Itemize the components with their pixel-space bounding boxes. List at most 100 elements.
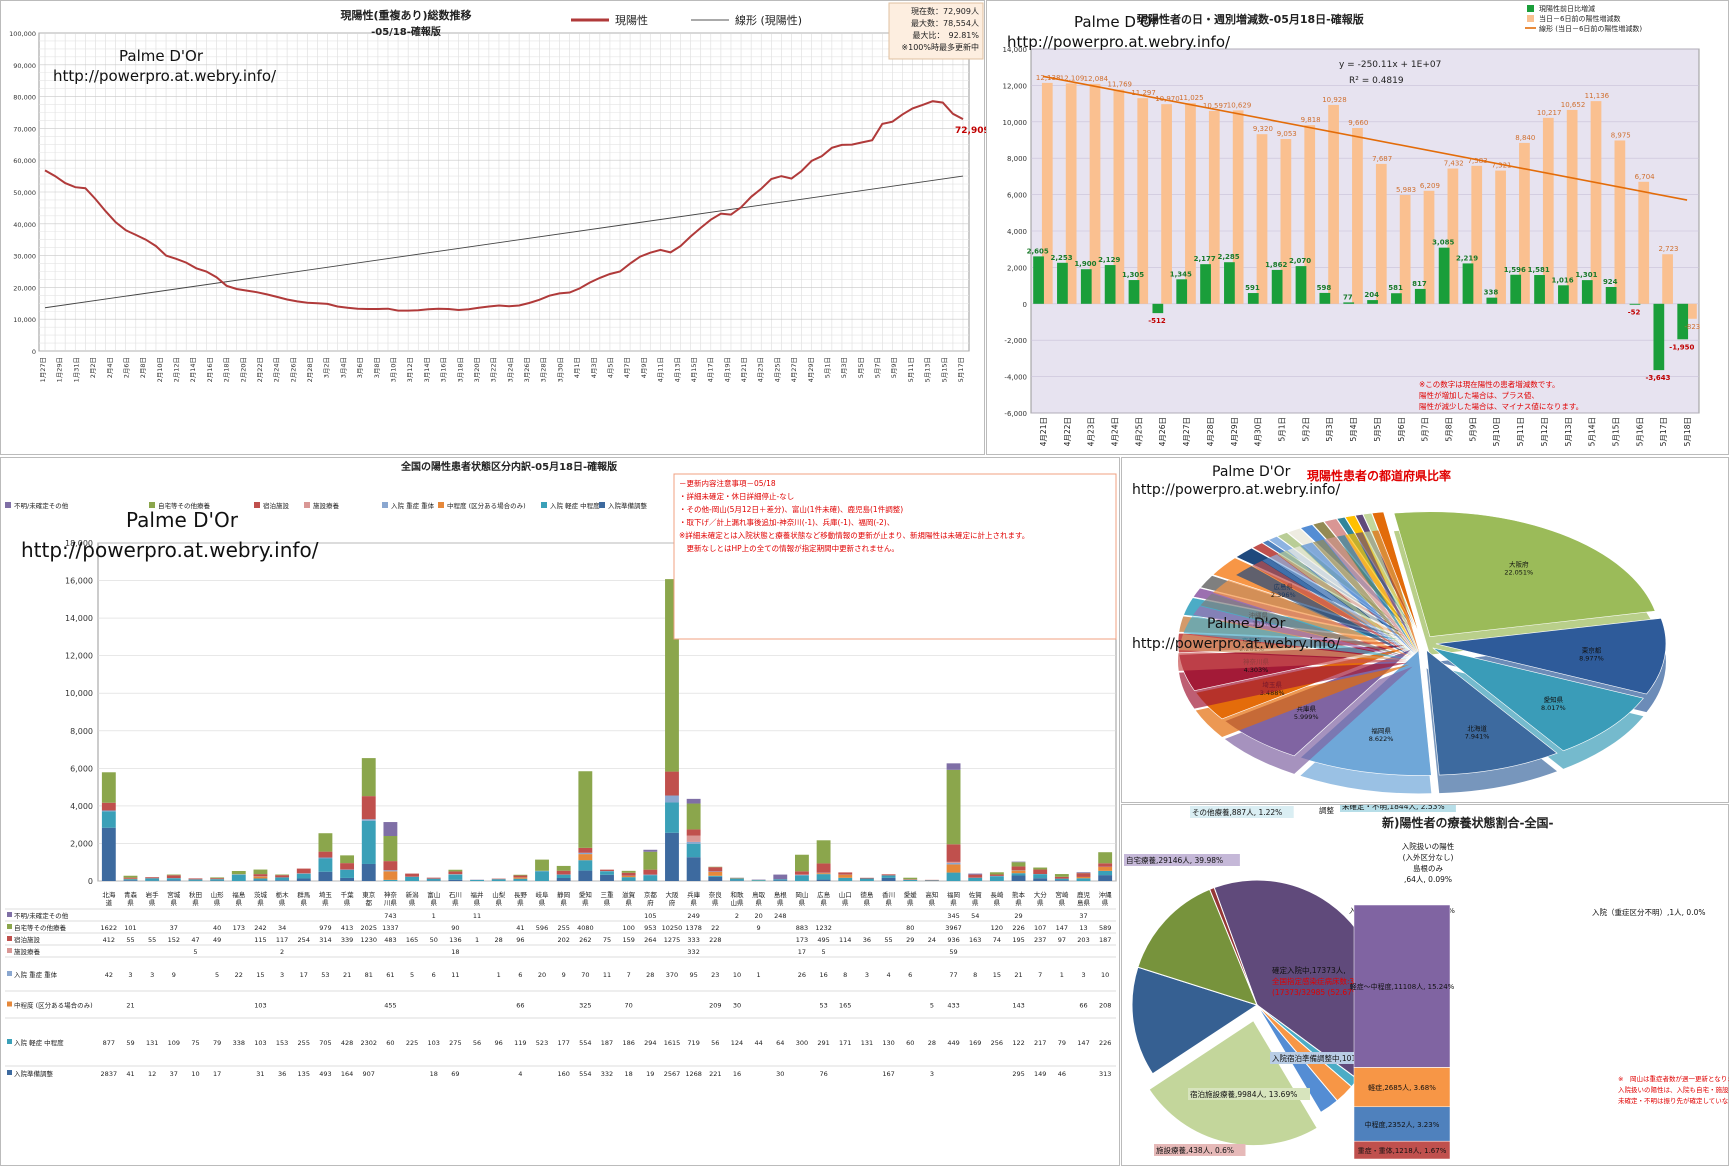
table-cell: 3: [1081, 971, 1085, 979]
stack-segment: [124, 879, 138, 880]
stack-segment: [405, 877, 419, 881]
data-label-daily: 77: [1343, 293, 1353, 301]
category-label: 県: [279, 899, 286, 907]
stack-segment: [318, 852, 332, 858]
table-cell: 119: [514, 1039, 526, 1047]
stack-segment: [427, 879, 441, 881]
table-cell: 167: [882, 1070, 894, 1078]
category-label: 群馬: [297, 890, 311, 899]
table-cell: 9: [172, 971, 176, 979]
table-cell: 1615: [664, 1039, 681, 1047]
table-cell: 28: [646, 971, 654, 979]
table-cell: 255: [298, 1039, 310, 1047]
table-cell: 42: [105, 971, 113, 979]
category-label: 県: [171, 899, 178, 907]
bar-daily-change: [1272, 270, 1283, 304]
bar-daily-change: [1176, 279, 1187, 303]
category-label: 県: [885, 899, 892, 907]
stack-segment: [145, 877, 159, 878]
stack-segment: [773, 880, 787, 881]
table-cell: 149: [1034, 1070, 1046, 1078]
x-tick-label: 4月11日: [657, 357, 665, 382]
table-cell: 6: [518, 971, 522, 979]
category-label: 福井: [471, 890, 485, 899]
stack-segment: [622, 873, 636, 876]
data-label-daily: 1,345: [1170, 270, 1192, 278]
table-cell: 208: [1099, 1002, 1111, 1010]
y-tick-label: 10,000: [1003, 119, 1028, 127]
row-label: 入院 重症 重体: [14, 970, 58, 979]
table-cell: 90: [451, 924, 459, 932]
category-label: 兵庫: [687, 890, 701, 899]
x-tick-label: 3月30日: [556, 357, 564, 382]
stack-segment: [189, 878, 203, 879]
breakdown-label: 中程度,2352人, 3.23%: [1365, 1120, 1440, 1129]
stack-segment: [622, 871, 636, 873]
category-label: 県: [972, 899, 979, 907]
table-cell: 16: [819, 971, 827, 979]
category-label: 県: [1059, 899, 1066, 907]
table-cell: 5: [410, 971, 414, 979]
table-cell: 107: [1034, 924, 1046, 932]
table-cell: 55: [126, 936, 134, 944]
category-label: 県: [929, 899, 936, 907]
category-label: 県: [604, 899, 611, 907]
data-label-daily: 3,085: [1432, 239, 1454, 247]
legend-label: 入院準備調整: [608, 501, 648, 510]
category-label: 鹿児: [1077, 890, 1091, 899]
table-cell: 120: [991, 924, 1003, 932]
table-cell: 979: [319, 924, 331, 932]
category-label: 県: [820, 899, 827, 907]
stack-segment: [773, 875, 787, 880]
notice-line: 更新なしとはHP上の全ての情報が指定期間中更新されません。: [679, 543, 899, 553]
watermark-url: http://powerpro.at.webry.info/: [21, 538, 318, 562]
table-cell: 483: [384, 936, 396, 944]
bar-daily-change: [1653, 304, 1664, 370]
stack-segment: [557, 866, 571, 871]
slice-label: 愛知県: [1544, 695, 1564, 704]
stack-segment: [643, 850, 657, 852]
table-cell: 163: [969, 936, 981, 944]
bar-daily-change: [1033, 256, 1044, 303]
data-label-daily: -1,950: [1669, 343, 1694, 351]
table-cell: 66: [1079, 1002, 1087, 1010]
bar-daily-change: [1606, 287, 1617, 304]
bar-daily-change: [1439, 248, 1450, 304]
x-tick-label: 4月27日: [1182, 417, 1191, 446]
table-cell: 96: [516, 936, 524, 944]
x-tick-label: 5月2日: [1301, 417, 1310, 442]
table-cell: 412: [103, 936, 115, 944]
stack-segment: [362, 864, 376, 881]
category-label: 大分: [1034, 890, 1048, 899]
stack-segment: [210, 879, 224, 880]
bar-daily-change: [1081, 269, 1092, 304]
table-cell: 122: [1012, 1039, 1024, 1047]
stack-segment: [968, 874, 982, 875]
table-cell: 169: [969, 1039, 981, 1047]
stack-segment: [1012, 873, 1026, 875]
table-cell: 1378: [685, 924, 702, 932]
stack-segment: [665, 796, 679, 803]
category-label: 県: [1037, 899, 1044, 907]
table-cell: 5: [930, 1002, 934, 1010]
stack-segment: [102, 772, 116, 802]
x-tick-label: 5月7日: [874, 357, 882, 378]
table-cell: 29: [1014, 912, 1022, 920]
category-label: 県: [236, 899, 243, 907]
table-cell: 2567: [664, 1070, 681, 1078]
category-label: 県: [149, 899, 156, 907]
table-cell: 30: [733, 1002, 741, 1010]
breakdown-label: 軽症,2685人, 3.68%: [1368, 1083, 1436, 1092]
table-cell: 17: [300, 971, 308, 979]
table-cell: 171: [839, 1039, 851, 1047]
slice-value: 5.999%: [1294, 713, 1319, 721]
stack-segment: [578, 853, 592, 854]
category-label: 京都: [644, 890, 658, 899]
stack-segment: [752, 880, 766, 881]
x-tick-label: 2月24日: [273, 357, 281, 382]
bar-daily-change: [1296, 266, 1307, 304]
table-cell: 493: [319, 1070, 331, 1078]
stack-segment: [318, 833, 332, 851]
end-value-label: 72,909: [955, 126, 986, 136]
table-cell: 159: [622, 936, 634, 944]
